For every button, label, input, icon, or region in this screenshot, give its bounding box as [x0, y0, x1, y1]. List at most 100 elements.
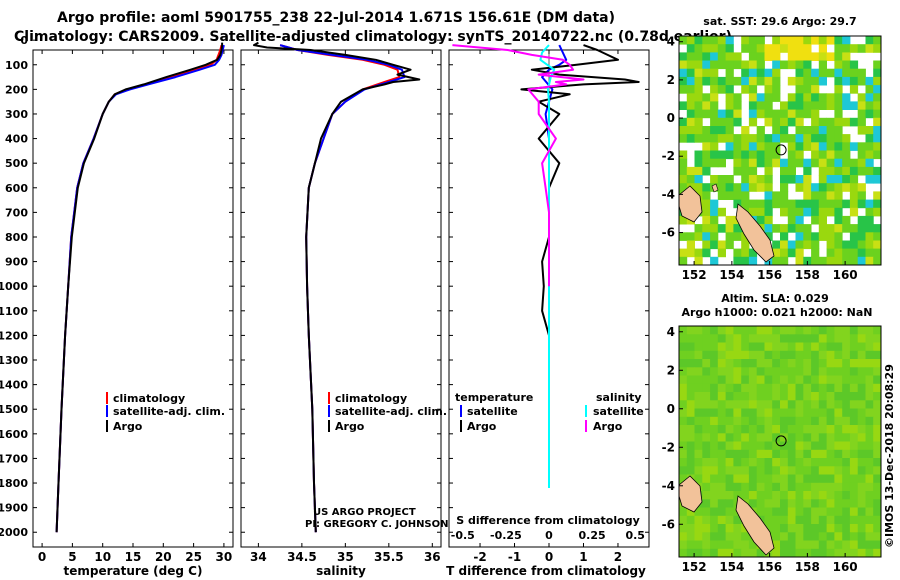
grid-cell: [834, 52, 843, 61]
grid-cell: [694, 375, 703, 385]
grid-cell: [865, 232, 874, 241]
grid-cell: [787, 207, 796, 217]
grid-cell: [795, 44, 804, 53]
grid-cell: [717, 540, 726, 550]
difference-legend: temperature satellite Argo salinity sate…: [455, 391, 644, 433]
grid-cell: [873, 117, 882, 127]
grid-cell: [710, 44, 719, 53]
grid-cell: [694, 334, 703, 343]
grid-cell: [764, 524, 773, 533]
grid-cell: [873, 441, 882, 451]
grid-cell: [764, 117, 773, 127]
grid-cell: [826, 548, 835, 558]
grid-cell: [748, 175, 758, 184]
grid-cell: [857, 474, 866, 484]
grid-cell: [733, 449, 742, 459]
grid-cell: [803, 207, 812, 217]
grid-cell: [795, 441, 804, 451]
grid-cell: [717, 433, 726, 442]
grid-cell: [842, 458, 851, 467]
grid-cell: [748, 256, 758, 266]
grid-cell: [717, 392, 726, 401]
grid-cell: [679, 524, 688, 533]
grid-cell: [857, 248, 866, 258]
grid-cell: [803, 68, 812, 78]
grid-cell: [686, 101, 695, 110]
grid-cell: [741, 76, 750, 86]
lon-tick-label: 160: [833, 268, 858, 282]
grid-cell: [803, 191, 812, 200]
grid-cell: [834, 166, 843, 176]
grid-cell: [834, 449, 843, 459]
grid-cell: [834, 392, 843, 401]
grid-cell: [873, 474, 882, 484]
grid-cell: [834, 68, 843, 78]
grid-cell: [741, 199, 750, 209]
grid-cell: [811, 256, 820, 266]
grid-cell: [818, 215, 827, 225]
grid-cell: [679, 183, 688, 192]
grid-cell: [748, 408, 758, 418]
grid-cell: [694, 400, 703, 409]
grid-cell: [686, 532, 695, 541]
grid-cell: [679, 101, 688, 110]
grid-cell: [780, 240, 789, 250]
grid-cell: [741, 240, 750, 250]
grid-cell: [694, 515, 703, 525]
grid-cell: [756, 507, 765, 517]
grid-cell: [686, 93, 695, 102]
grid-cell: [857, 224, 866, 233]
grid-cell: [725, 499, 734, 508]
grid-cell: [702, 232, 711, 241]
grid-cell: [702, 466, 711, 475]
grid-cell: [741, 458, 750, 467]
grid-cell: [818, 482, 827, 492]
grid-cell: [733, 117, 742, 127]
grid-cell: [818, 524, 827, 533]
grid-cell: [764, 215, 773, 225]
grid-cell: [873, 334, 882, 343]
grid-cell: [826, 158, 835, 168]
grid-cell: [818, 458, 827, 467]
grid-cell: [811, 85, 820, 94]
grid-cell: [787, 474, 796, 484]
grid-cell: [717, 158, 726, 168]
grid-cell: [686, 240, 695, 250]
grid-cell: [873, 458, 882, 467]
grid-cell: [748, 166, 758, 176]
grid-cell: [725, 540, 734, 550]
grid-cell: [748, 109, 758, 119]
grid-cell: [694, 540, 703, 550]
grid-cell: [818, 359, 827, 368]
grid-cell: [725, 334, 734, 343]
grid-cell: [764, 466, 773, 475]
grid-cell: [710, 142, 719, 151]
grid-cell: [741, 359, 750, 368]
grid-cell: [710, 425, 719, 434]
grid-cell: [710, 359, 719, 368]
grid-cell: [818, 126, 827, 135]
grid-cell: [818, 466, 827, 475]
grid-cell: [756, 183, 765, 192]
grid-cell: [741, 68, 750, 78]
grid-cell: [865, 326, 874, 335]
grid-cell: [842, 101, 851, 110]
grid-cell: [834, 441, 843, 451]
grid-cell: [733, 433, 742, 442]
grid-cell: [818, 433, 827, 442]
grid-cell: [787, 359, 796, 368]
grid-cell: [764, 499, 773, 508]
grid-cell: [679, 334, 688, 343]
depth-tick-label: 1500: [0, 403, 28, 416]
grid-cell: [873, 499, 882, 508]
grid-cell: [772, 441, 781, 451]
depth-tick-label: 1100: [0, 305, 28, 318]
x-tick-label: 34: [250, 550, 267, 564]
grid-cell: [849, 408, 859, 418]
grid-cell: [826, 240, 835, 250]
grid-cell: [873, 548, 882, 558]
grid-cell: [795, 93, 804, 102]
grid-cell: [787, 441, 796, 451]
grid-cell: [818, 256, 827, 266]
grid-cell: [826, 248, 835, 258]
